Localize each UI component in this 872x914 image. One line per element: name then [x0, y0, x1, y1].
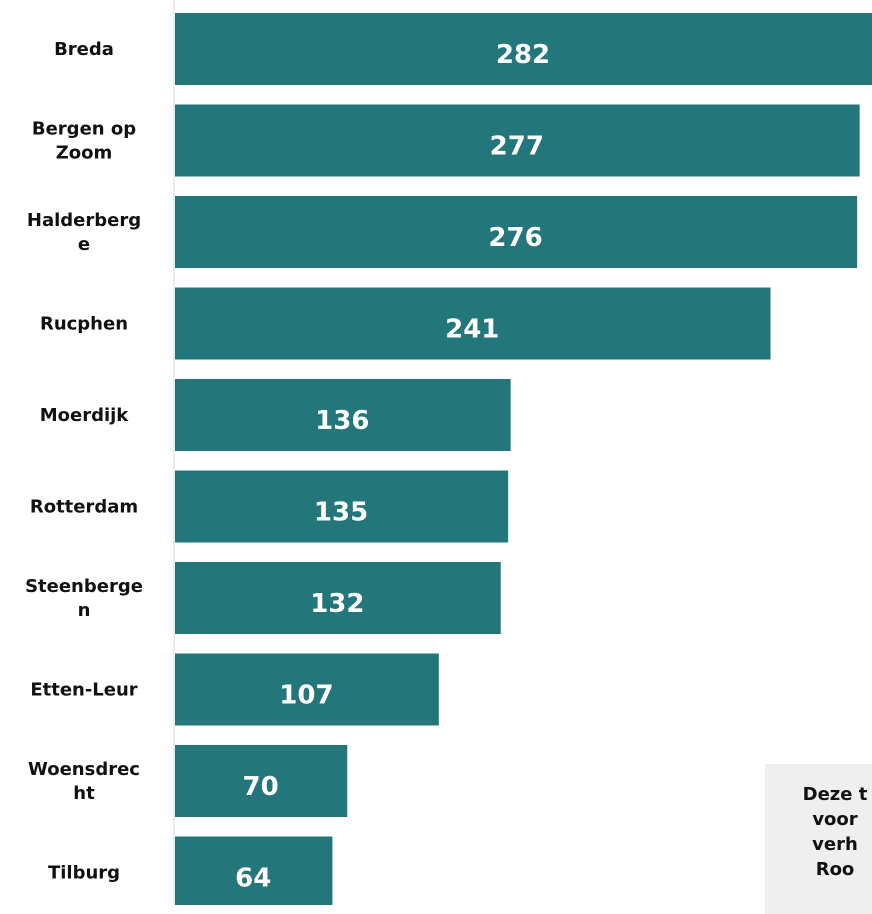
bar-value-label: 277: [490, 132, 544, 162]
category-label: Rotterdam: [30, 497, 138, 518]
category-label: n: [78, 600, 91, 621]
bar: [175, 836, 333, 905]
note-line: verh: [812, 834, 858, 855]
bar: [175, 379, 511, 451]
category-label: Tilburg: [48, 863, 120, 884]
bar-value-label: 107: [279, 681, 333, 711]
bar: [175, 13, 872, 85]
bar-value-label: 241: [445, 315, 499, 345]
bar: [175, 470, 509, 543]
category-label: ht: [73, 783, 95, 804]
note-box: Deze t voor verh Roo: [765, 764, 872, 914]
note-line: voor: [812, 809, 858, 830]
category-label: Bergen op: [32, 119, 136, 140]
bar-value-label: 136: [315, 406, 369, 436]
bar-value-label: 276: [488, 223, 542, 253]
bar: [175, 653, 439, 726]
bar: [175, 562, 501, 634]
bar: [175, 104, 860, 177]
category-label: Rucphen: [40, 314, 128, 335]
category-label: Zoom: [56, 143, 113, 164]
category-label: Breda: [54, 39, 114, 60]
bar: [175, 196, 858, 268]
category-label: e: [78, 234, 90, 255]
bar: [175, 287, 771, 360]
bar: [175, 745, 348, 817]
category-label: Etten-Leur: [30, 680, 137, 701]
bar-value-label: 282: [496, 40, 550, 70]
bar-value-label: 70: [243, 772, 279, 802]
category-label: Halderberg: [27, 210, 141, 231]
bar-value-label: 135: [314, 498, 368, 528]
note-line: Roo: [815, 859, 855, 880]
note-line: Deze t: [802, 784, 868, 805]
category-label: Moerdijk: [40, 405, 130, 426]
category-label: Woensdrec: [28, 759, 140, 780]
category-label: Steenberge: [25, 576, 143, 597]
bar-value-label: 64: [235, 864, 271, 894]
bar-value-label: 132: [310, 589, 364, 619]
